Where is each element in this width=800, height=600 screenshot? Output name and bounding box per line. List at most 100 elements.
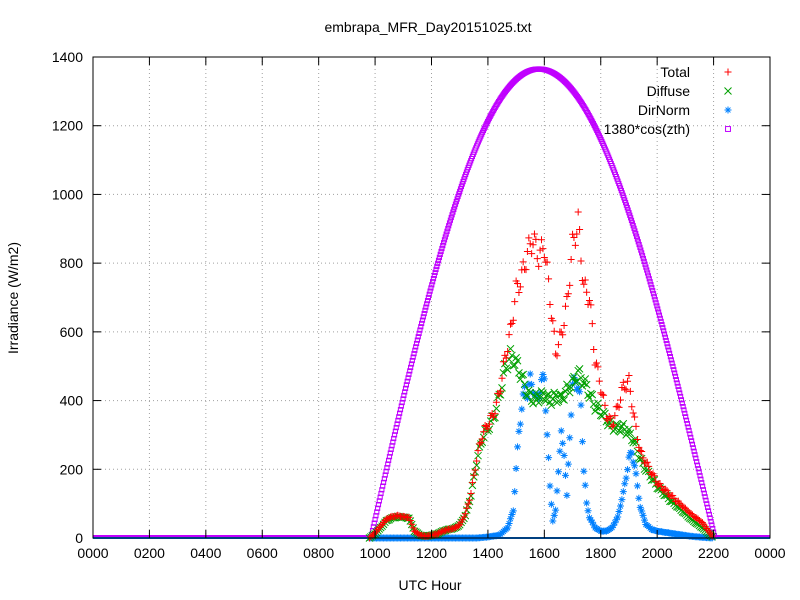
data-point [633, 436, 641, 444]
data-point [554, 468, 562, 476]
data-point [630, 223, 636, 229]
data-point [519, 370, 528, 379]
data-point [638, 507, 646, 515]
data-point [478, 435, 486, 443]
data-point [550, 511, 558, 519]
data-point [629, 458, 637, 466]
ticks [92, 56, 771, 539]
x-tick-label: 0000 [754, 545, 785, 561]
data-point [425, 294, 431, 301]
data-point [609, 521, 617, 529]
data-point [576, 226, 584, 234]
data-point [574, 208, 582, 216]
data-point [669, 492, 677, 500]
data-point [515, 289, 523, 297]
data-point [392, 428, 398, 434]
data-point [644, 270, 651, 276]
data-point [466, 496, 474, 504]
data-point [674, 380, 680, 386]
data-point [675, 383, 681, 389]
data-point [403, 382, 409, 388]
data-point [648, 282, 654, 288]
data-point [441, 240, 447, 246]
data-point [381, 476, 387, 482]
legend-label: Total [660, 64, 690, 80]
data-point [451, 206, 457, 213]
data-point [694, 459, 700, 465]
grid [93, 57, 770, 538]
data-point [689, 441, 696, 447]
data-point [665, 344, 671, 350]
data-point [655, 306, 661, 312]
data-point [405, 513, 413, 521]
data-point [704, 526, 712, 534]
data-point [705, 504, 711, 510]
data-point [567, 411, 575, 419]
x-tick-label: 2200 [698, 545, 729, 561]
data-point [646, 276, 652, 282]
data-point [477, 439, 485, 447]
data-point [695, 466, 701, 472]
data-point [612, 516, 620, 524]
data-point [581, 481, 589, 489]
data-point [687, 431, 693, 437]
data-point [418, 324, 424, 330]
data-point [516, 375, 525, 384]
data-point [440, 242, 446, 249]
data-point [502, 354, 510, 362]
data-point [600, 391, 608, 399]
chart-title: embrapa_MFR_Day20151025.txt [324, 19, 531, 35]
data-point [454, 522, 462, 530]
y-tick-label: 0 [75, 530, 83, 546]
data-point [701, 490, 707, 496]
data-point [707, 515, 713, 521]
data-point [626, 449, 634, 457]
data-point [419, 317, 426, 323]
data-point [409, 357, 415, 364]
data-point [601, 409, 609, 418]
data-point [580, 280, 588, 288]
data-point [594, 363, 602, 371]
data-point [473, 457, 481, 465]
data-point [450, 209, 456, 215]
tick-labels: 0000 0200 0400 0600 0800 1000 1200 1400 1600 1800… [52, 49, 786, 561]
legend-item: 1380*cos(zth) [604, 121, 731, 137]
data-point [594, 399, 602, 408]
data-point [404, 378, 410, 384]
data-point [460, 513, 468, 521]
data-point [552, 350, 560, 358]
data-point [385, 461, 391, 467]
data-point [567, 255, 575, 263]
data-point [553, 487, 561, 495]
data-point [583, 499, 591, 507]
data-point [530, 230, 538, 238]
data-point [642, 459, 650, 467]
data-point [547, 401, 556, 410]
data-point [434, 263, 440, 269]
data-point [513, 356, 522, 365]
y-tick-label: 1200 [52, 118, 83, 134]
data-point [619, 378, 627, 386]
data-point [437, 251, 443, 257]
data-point [624, 377, 632, 385]
data-point [519, 390, 527, 398]
data-point [519, 258, 527, 266]
data-point [395, 417, 401, 424]
data-point [633, 482, 641, 490]
data-point [625, 453, 633, 461]
data-point [595, 377, 603, 385]
data-point [662, 334, 668, 340]
data-point [543, 258, 551, 266]
data-point [693, 455, 699, 461]
data-point [550, 327, 558, 335]
data-point [401, 392, 407, 399]
data-point [683, 417, 690, 423]
data-point [573, 230, 581, 238]
data-point [571, 241, 579, 249]
data-point [703, 497, 709, 503]
data-point [588, 390, 597, 399]
data-point [650, 291, 657, 297]
data-point [639, 250, 645, 256]
data-point [676, 387, 682, 393]
data-point [515, 427, 523, 435]
